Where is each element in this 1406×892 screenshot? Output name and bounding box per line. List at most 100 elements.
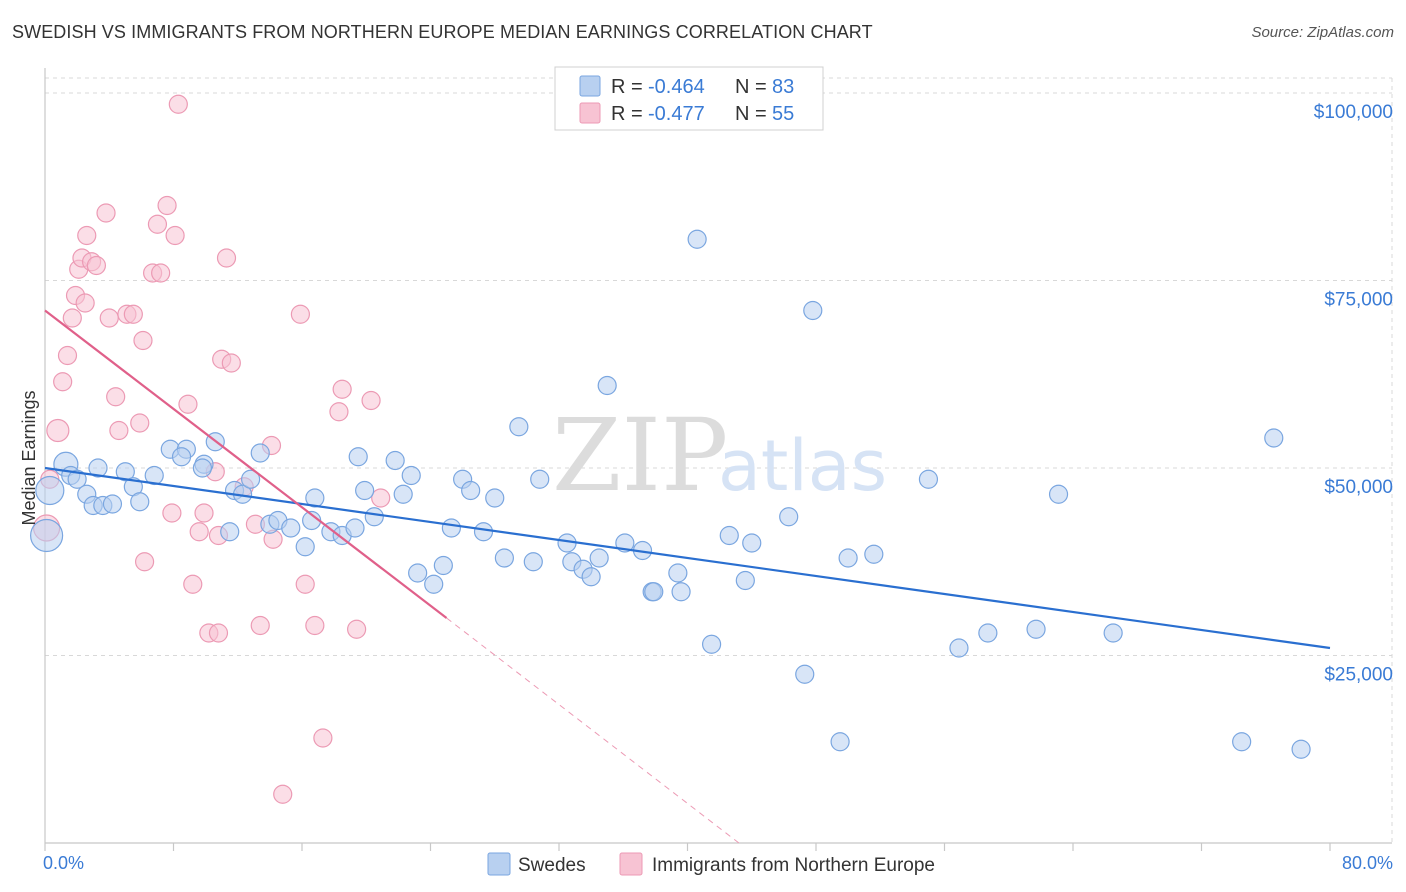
immigrants-point	[130, 413, 150, 433]
swedes-n-value: 83	[772, 76, 794, 98]
immigrants-point	[109, 420, 129, 441]
swedes-point	[385, 450, 405, 471]
swedes-point	[67, 469, 87, 489]
swedes-point	[1026, 619, 1046, 639]
immigrants-point	[133, 330, 153, 351]
immigrants-point	[157, 195, 177, 216]
swedes-point	[864, 544, 884, 564]
swedes-point	[530, 469, 550, 489]
y-tick-label: $100,000	[1314, 102, 1393, 123]
watermark-atlas: atlas	[718, 425, 887, 507]
immigrants-point	[194, 503, 214, 523]
immigrants-point	[77, 225, 97, 246]
swedes-point	[192, 458, 213, 478]
swedes-point	[719, 525, 739, 546]
chart-title: SWEDISH VS IMMIGRANTS FROM NORTHERN EURO…	[12, 22, 873, 42]
swedes-point	[364, 507, 384, 527]
swedes-point	[485, 488, 505, 508]
immigrants-series-swatch	[619, 852, 643, 876]
immigrants-point	[371, 488, 391, 508]
swedes-point	[742, 533, 762, 553]
y-tick-label: $75,000	[1324, 290, 1393, 311]
swedes-point	[102, 494, 123, 514]
swedes-point	[1103, 623, 1123, 643]
swedes-point	[171, 447, 192, 467]
immigrants-legend-swatch	[579, 102, 601, 124]
swedes-point	[509, 417, 529, 437]
immigrants-point	[96, 203, 116, 223]
swedes-point	[1264, 428, 1284, 448]
immigrants-point	[273, 784, 293, 804]
swedes-point	[523, 552, 543, 572]
swedes-point	[144, 465, 164, 486]
immigrants-point	[183, 574, 203, 594]
swedes-point	[35, 475, 65, 506]
swedes-point	[494, 548, 514, 568]
immigrants-point	[151, 263, 171, 283]
immigrants-point	[329, 402, 349, 422]
swedes-point	[130, 492, 150, 512]
swedes-point	[250, 443, 270, 463]
immigrants-point	[216, 248, 237, 268]
swedes-points	[30, 229, 1311, 759]
swedes-point	[803, 300, 823, 321]
immigrants-point	[162, 503, 182, 523]
swedes-point	[1291, 739, 1311, 759]
immigrants-point	[168, 94, 188, 114]
immigrants-point	[290, 304, 310, 324]
immigrants-point	[178, 394, 198, 414]
swedes-point	[115, 462, 135, 482]
swedes-point	[735, 570, 755, 591]
swedes-r-value: -0.464	[648, 76, 705, 98]
immigrants-point	[295, 574, 315, 594]
swedes-point	[838, 548, 858, 568]
immigrants-point	[332, 379, 352, 399]
immigrants-series-label: Immigrants from Northern Europe	[652, 855, 935, 876]
immigrants-point	[189, 522, 209, 542]
immigrants-point	[313, 728, 333, 748]
swedes-point	[220, 522, 240, 542]
immigrants-point	[123, 304, 143, 324]
swedes-point	[473, 522, 494, 542]
axes	[44, 68, 1392, 851]
swedes-point	[779, 507, 799, 527]
immigrants-point	[57, 345, 78, 366]
immigrants-point	[53, 372, 73, 392]
swedes-point	[1048, 484, 1069, 504]
swedes-point	[305, 488, 325, 508]
swedes-point	[687, 229, 707, 249]
x-tick-label-min: 0.0%	[43, 853, 84, 873]
immigrants-n-label: N =	[735, 103, 767, 125]
swedes-point	[348, 447, 368, 467]
immigrants-trend-extension	[446, 617, 740, 844]
swedes-point	[295, 537, 315, 557]
immigrants-point	[134, 552, 155, 572]
swedes-point	[918, 469, 939, 489]
immigrants-point	[147, 214, 168, 234]
immigrants-point	[347, 619, 367, 639]
swedes-point	[408, 563, 428, 583]
immigrants-points	[33, 94, 391, 804]
swedes-point	[393, 484, 413, 504]
swedes-point	[795, 664, 815, 684]
swedes-legend-swatch	[579, 75, 601, 97]
swedes-point	[597, 375, 617, 396]
tick-labels: $25,000 $50,000 $75,000 $100,000 0.0% 80.0%	[43, 102, 1393, 873]
swedes-point	[644, 582, 664, 602]
swedes-series-swatch	[487, 852, 511, 876]
swedes-point	[461, 480, 481, 501]
immigrants-point	[221, 353, 241, 373]
x-tick-label-max: 80.0%	[1342, 853, 1393, 873]
immigrants-trend-line	[44, 309, 448, 619]
swedes-point	[441, 518, 461, 538]
watermark-zip: ZIP	[552, 397, 728, 514]
immigrants-r-label: R =	[611, 103, 643, 125]
swedes-point	[978, 623, 998, 643]
swedes-point	[668, 563, 688, 583]
immigrants-point	[165, 225, 185, 246]
swedes-point	[1232, 732, 1252, 752]
swedes-point	[581, 567, 601, 587]
swedes-point	[589, 548, 609, 568]
swedes-point	[401, 465, 421, 486]
